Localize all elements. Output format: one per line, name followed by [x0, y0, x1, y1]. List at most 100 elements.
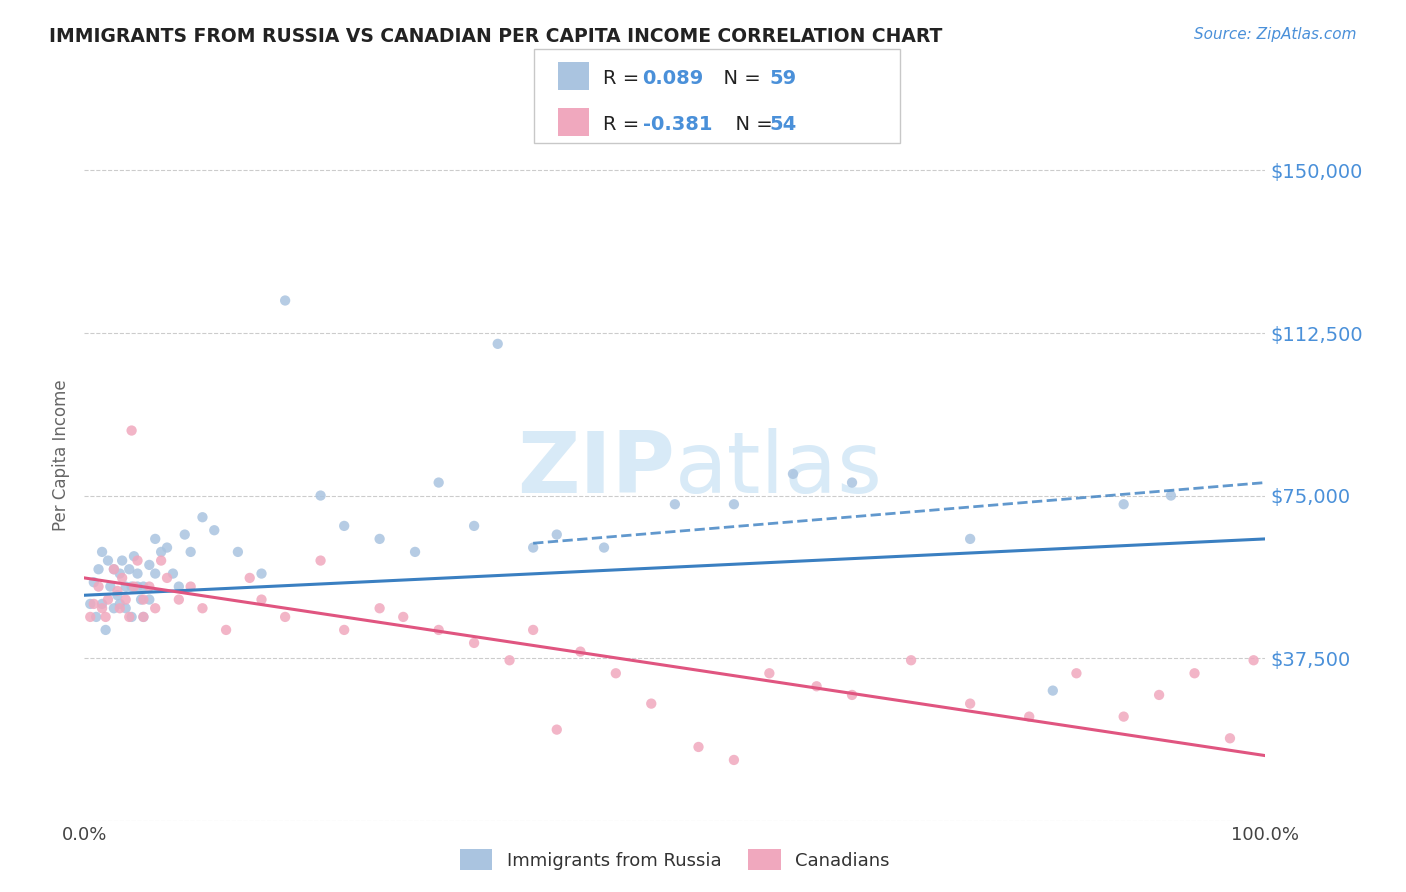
Text: R =: R = [603, 69, 645, 88]
Point [309, 489, 332, 503]
Text: Source: ZipAtlas.com: Source: ZipAtlas.com [1194, 27, 1357, 42]
Point [91, 597, 114, 611]
Point [108, 566, 131, 581]
Point [156, 541, 179, 555]
Point [103, 562, 125, 576]
Point [138, 592, 160, 607]
Point [274, 293, 297, 308]
Point [107, 588, 129, 602]
Point [392, 610, 415, 624]
Point [806, 679, 828, 693]
Point [132, 610, 155, 624]
Point [83, 575, 105, 590]
Point [91, 601, 114, 615]
Point [959, 697, 981, 711]
Point [250, 566, 273, 581]
Text: R =: R = [603, 115, 645, 135]
Point [132, 592, 155, 607]
Point [250, 592, 273, 607]
Point [522, 541, 544, 555]
Y-axis label: Per Capita Income: Per Capita Income [52, 379, 70, 531]
Point [1112, 709, 1135, 723]
Point [640, 697, 662, 711]
Point [114, 592, 136, 607]
Point [404, 545, 426, 559]
Point [127, 566, 149, 581]
Point [758, 666, 780, 681]
Point [87, 562, 110, 576]
Point [150, 545, 173, 559]
Point [162, 566, 184, 581]
Legend: Immigrants from Russia, Canadians: Immigrants from Russia, Canadians [453, 842, 897, 878]
Point [167, 592, 190, 607]
Point [191, 601, 214, 615]
Text: 54: 54 [769, 115, 796, 135]
Point [138, 580, 160, 594]
Point [150, 553, 173, 567]
Point [121, 580, 143, 594]
Point [486, 336, 509, 351]
Point [463, 519, 485, 533]
Point [202, 523, 225, 537]
Point [132, 610, 155, 624]
Point [94, 623, 117, 637]
Point [118, 610, 141, 624]
Point [1184, 666, 1206, 681]
Point [900, 653, 922, 667]
Point [111, 571, 134, 585]
Point [79, 610, 101, 624]
Point [108, 597, 131, 611]
Point [498, 653, 520, 667]
Point [723, 753, 745, 767]
Point [83, 597, 105, 611]
Point [138, 558, 160, 572]
Point [546, 527, 568, 541]
Point [427, 623, 450, 637]
Point [664, 497, 686, 511]
Point [333, 623, 356, 637]
Point [103, 601, 125, 615]
Point [1147, 688, 1170, 702]
Point [121, 424, 143, 438]
Point [87, 580, 110, 594]
Point [226, 545, 249, 559]
Point [132, 580, 155, 594]
Point [122, 549, 145, 564]
Point [143, 566, 166, 581]
Text: N =: N = [723, 115, 779, 135]
Point [108, 601, 131, 615]
Point [129, 592, 152, 607]
Point [114, 580, 136, 594]
Point [180, 545, 202, 559]
Point [84, 610, 107, 624]
Point [688, 739, 710, 754]
Point [239, 571, 262, 585]
Point [427, 475, 450, 490]
Point [841, 475, 863, 490]
Point [569, 644, 592, 658]
Point [91, 545, 114, 559]
Point [593, 541, 616, 555]
Point [1018, 709, 1040, 723]
Point [605, 666, 627, 681]
Point [127, 553, 149, 567]
Point [98, 580, 121, 594]
Point [103, 562, 125, 576]
Point [107, 583, 129, 598]
Text: N =: N = [711, 69, 768, 88]
Point [1160, 489, 1182, 503]
Point [97, 592, 120, 607]
Point [782, 467, 804, 481]
Point [1243, 653, 1265, 667]
Point [723, 497, 745, 511]
Point [143, 601, 166, 615]
Point [1219, 731, 1241, 746]
Point [274, 610, 297, 624]
Point [1042, 683, 1064, 698]
Point [97, 553, 120, 567]
Point [79, 597, 101, 611]
Point [118, 562, 141, 576]
Point [546, 723, 568, 737]
Text: atlas: atlas [675, 428, 883, 511]
Text: -0.381: -0.381 [643, 115, 711, 135]
